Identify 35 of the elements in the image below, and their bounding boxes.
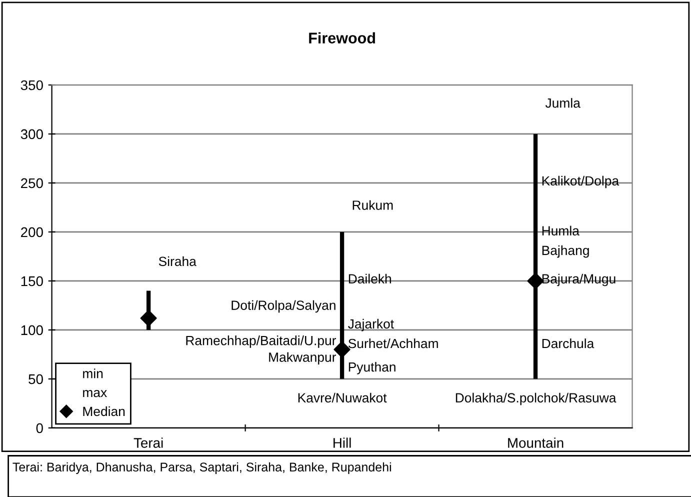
annotation: Doti/Rolpa/Salyan bbox=[232, 300, 336, 313]
y-tick-label: 50 bbox=[28, 374, 43, 384]
legend-label: Median bbox=[83, 406, 125, 416]
legend-label: max bbox=[83, 390, 107, 398]
annotation: Bajura/Mugu bbox=[542, 274, 616, 286]
annotation: Humla bbox=[542, 226, 580, 236]
y-tick-label: 350 bbox=[20, 80, 43, 90]
x-tick-label: Terai bbox=[134, 438, 163, 448]
annotation: Kalikot/Dolpa bbox=[542, 176, 620, 188]
annotation: Makwanpur bbox=[269, 352, 336, 364]
annotation: Pyuthan bbox=[348, 362, 396, 374]
y-tick-label: 250 bbox=[21, 178, 43, 188]
text: Terai: Baridya, Dhanusha, Parsa, Saptari, Siraha, Banke, Rupandehi bbox=[12, 462, 391, 474]
annotation: Darchula bbox=[542, 338, 594, 348]
y-tick-label: 150 bbox=[21, 276, 43, 286]
annotation: Dolakha/S.polchok/Rasuwa bbox=[456, 392, 616, 406]
annotation: Ramechhap/Baitadi/U.pur bbox=[186, 336, 336, 348]
y-tick-label: 100 bbox=[21, 325, 43, 336]
x-tick-label: Mountain bbox=[508, 438, 564, 448]
annotation: Siraha bbox=[158, 256, 196, 266]
y-tick-label: 0 bbox=[36, 423, 43, 434]
y-tick-label: 300 bbox=[20, 129, 43, 140]
point bbox=[527, 272, 544, 290]
point bbox=[140, 310, 157, 326]
annotation: Surhet/Achham bbox=[348, 338, 438, 348]
x-tick-label: Hill bbox=[334, 438, 351, 448]
chart-title: Firewood bbox=[309, 32, 375, 44]
legend-label: min bbox=[83, 368, 103, 378]
y-tick-label: 200 bbox=[21, 227, 43, 238]
annotation: Jumla bbox=[545, 98, 580, 108]
annotation: Dailekh bbox=[348, 274, 391, 284]
annotation: Kavre/Nuwakot bbox=[298, 392, 387, 403]
annotation: Bajhang bbox=[542, 245, 589, 258]
annotation: Jajarkot bbox=[348, 318, 394, 332]
annotation: Rukum bbox=[352, 200, 393, 210]
